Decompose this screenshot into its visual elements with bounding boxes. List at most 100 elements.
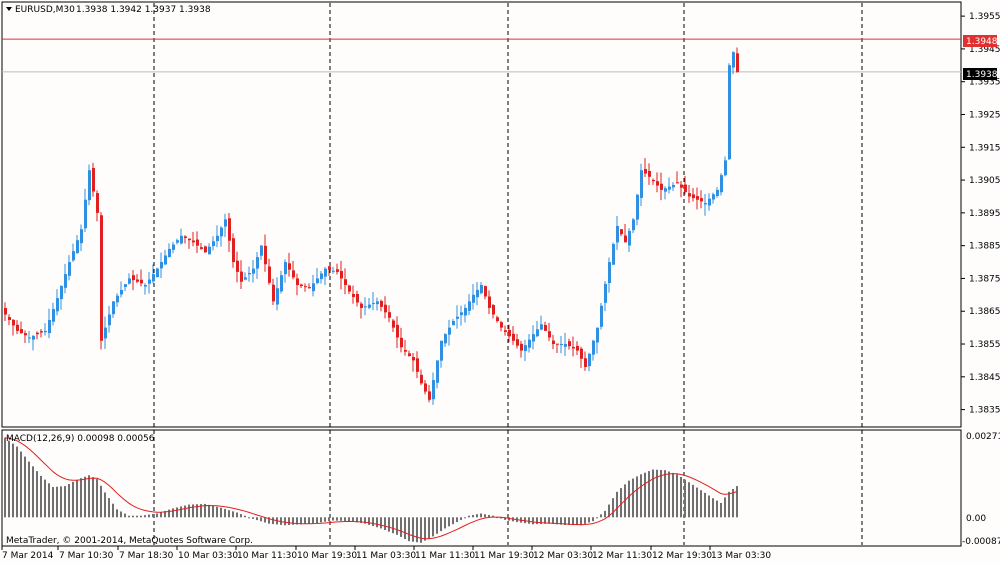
candle-body <box>68 262 71 276</box>
candle-154 <box>620 228 623 237</box>
candle-69 <box>280 270 283 294</box>
candle-170 <box>684 175 687 195</box>
candle-body <box>660 183 663 190</box>
candle-body <box>148 279 151 284</box>
macd-bar-64 <box>260 517 262 522</box>
candle-body <box>484 286 487 297</box>
candle-body <box>328 266 331 270</box>
candle-7 <box>32 335 35 351</box>
macd-bar-164 <box>660 469 662 518</box>
macd-bar-138 <box>556 517 558 525</box>
candle-137 <box>552 334 555 350</box>
candle-body <box>288 263 291 270</box>
candle-body <box>304 286 307 288</box>
macd-bar-173 <box>696 487 698 518</box>
candle-body <box>200 247 203 249</box>
macd-bar-53 <box>216 506 218 518</box>
candle-158 <box>636 193 639 226</box>
main-chart-frame <box>1 1 962 428</box>
candle-body <box>576 345 579 351</box>
candle-body <box>364 306 367 308</box>
candle-body <box>400 337 403 348</box>
candlesticks <box>4 47 739 405</box>
macd-bar-117 <box>472 514 474 518</box>
candle-163 <box>656 172 659 193</box>
candle-body <box>168 248 171 257</box>
macd-bar-35 <box>144 515 146 518</box>
macd-bar-165 <box>664 470 666 518</box>
macd-bar-54 <box>220 507 222 518</box>
macd-bar-7 <box>32 466 34 518</box>
macd-bar-33 <box>136 515 138 518</box>
macd-bar-177 <box>712 498 714 518</box>
candle-122 <box>492 304 495 319</box>
candle-183 <box>736 47 739 73</box>
macd-bar-143 <box>576 517 578 526</box>
candle-148 <box>596 327 599 354</box>
candle-68 <box>276 277 279 311</box>
candle-body <box>108 314 111 326</box>
candle-body <box>176 240 179 243</box>
macd-bar-99 <box>400 517 402 537</box>
candle-body <box>528 339 531 348</box>
bid-price-label: 1.3938 <box>966 70 998 80</box>
candle-body <box>696 196 699 200</box>
candle-35 <box>144 283 147 295</box>
ask-price-label: 1.3948 <box>966 37 998 47</box>
candle-121 <box>488 290 491 315</box>
macd-bar-16 <box>68 483 70 518</box>
macd-bar-27 <box>112 503 114 518</box>
macd-bar-116 <box>468 515 470 518</box>
dropdown-triangle-icon[interactable] <box>6 7 12 11</box>
candle-48 <box>196 231 199 253</box>
macd-bar-47 <box>192 504 194 518</box>
candle-151 <box>608 257 611 293</box>
macd-bar-8 <box>36 471 38 518</box>
candle-body <box>584 358 587 367</box>
candle-body <box>128 278 131 284</box>
day-separators <box>153 3 863 545</box>
macd-bar-126 <box>508 517 510 521</box>
candle-161 <box>648 163 651 185</box>
candle-45 <box>184 235 187 244</box>
candle-body <box>720 175 723 193</box>
candle-108 <box>436 360 439 389</box>
macd-bar-106 <box>428 517 430 539</box>
candle-172 <box>692 187 695 202</box>
macd-bar-181 <box>728 491 730 518</box>
macd-bar-145 <box>584 517 586 524</box>
candle-body <box>392 320 395 328</box>
macd-bar-140 <box>564 517 566 525</box>
candle-body <box>256 257 259 269</box>
macd-bar-156 <box>628 480 630 518</box>
macd-bar-100 <box>404 517 406 540</box>
macd-bar-20 <box>84 476 86 518</box>
macd-bar-18 <box>76 479 78 518</box>
candle-body <box>524 345 527 352</box>
macd-bar-2 <box>12 443 14 518</box>
macd-bar-137 <box>552 517 554 524</box>
macd-bar-55 <box>224 508 226 518</box>
candle-body <box>460 312 463 316</box>
candle-body <box>88 170 91 201</box>
price-tick-label: 1.3955 <box>969 12 1000 22</box>
candle-116 <box>468 294 471 316</box>
time-tick-label: 11 Mar 19:30 <box>474 551 534 561</box>
candle-body <box>96 193 99 213</box>
macd-bar-72 <box>292 517 294 525</box>
macd-bar-84 <box>340 517 342 521</box>
candle-body <box>296 278 299 285</box>
candle-124 <box>500 320 503 332</box>
macd-bar-89 <box>360 517 362 524</box>
candle-body <box>116 295 119 303</box>
macd-bar-144 <box>580 517 582 526</box>
macd-bar-25 <box>104 492 106 518</box>
candle-171 <box>688 185 691 203</box>
candle-56 <box>228 212 231 252</box>
macd-bar-161 <box>648 471 650 518</box>
price-tick-label: 1.3935 <box>969 78 1000 88</box>
macd-bar-21 <box>88 475 90 518</box>
candle-body <box>36 332 39 335</box>
